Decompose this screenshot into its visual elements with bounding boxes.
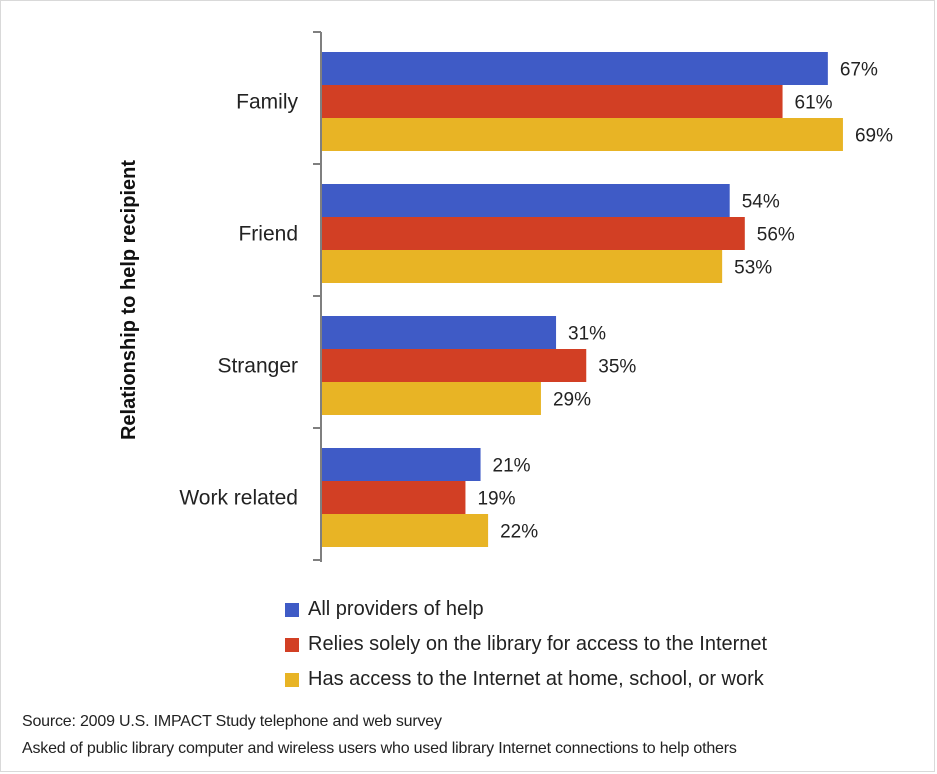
bar bbox=[322, 382, 541, 415]
bar bbox=[322, 448, 481, 481]
data-label: 69% bbox=[855, 126, 893, 147]
data-label: 53% bbox=[734, 258, 772, 279]
bar bbox=[322, 250, 723, 283]
bars bbox=[322, 52, 843, 547]
category-label: Work related bbox=[179, 487, 298, 510]
data-label: 56% bbox=[757, 225, 795, 246]
data-label: 29% bbox=[553, 390, 591, 411]
legend: All providers of help Relies solely on t… bbox=[285, 592, 767, 697]
data-label: 61% bbox=[795, 93, 833, 114]
bar bbox=[322, 184, 730, 217]
data-label: 22% bbox=[500, 522, 538, 543]
legend-label: Relies solely on the library for access … bbox=[308, 633, 768, 655]
bar bbox=[322, 52, 828, 85]
data-label: 35% bbox=[598, 357, 636, 378]
data-label: 21% bbox=[493, 456, 531, 477]
category-label: Friend bbox=[238, 223, 298, 246]
legend-item-home-access: Has access to the Internet at home, scho… bbox=[285, 662, 767, 697]
legend-label: Has access to the Internet at home, scho… bbox=[308, 668, 764, 690]
data-label: 31% bbox=[568, 324, 606, 345]
bar bbox=[322, 85, 783, 118]
bar bbox=[322, 118, 843, 151]
data-label: 67% bbox=[840, 60, 878, 81]
bar bbox=[322, 316, 557, 349]
bar bbox=[322, 217, 745, 250]
legend-item-all-providers: All providers of help bbox=[285, 592, 767, 627]
category-axis bbox=[313, 31, 322, 562]
source-note: Source: 2009 U.S. IMPACT Study telephone… bbox=[22, 713, 442, 730]
bar bbox=[322, 514, 489, 547]
y-axis-label: Relationship to help recipient bbox=[118, 160, 140, 440]
legend-swatch-blue bbox=[285, 602, 299, 617]
legend-swatch-yellow bbox=[285, 672, 299, 687]
data-label: 19% bbox=[477, 489, 515, 510]
category-label: Family bbox=[236, 91, 298, 114]
survey-note: Asked of public library computer and wir… bbox=[22, 740, 737, 757]
category-label: Stranger bbox=[217, 355, 298, 378]
legend-item-library-only: Relies solely on the library for access … bbox=[285, 627, 767, 662]
category-labels: Family Friend Stranger Work related bbox=[179, 91, 298, 510]
bar-chart: Relationship to help recipient 67% 61% 69%… bbox=[118, 31, 893, 562]
data-label: 54% bbox=[742, 192, 780, 213]
data-labels: 67% 61% 69% 54% 56% 53% 31% 35% 29% 21% 19% 22% bbox=[477, 60, 893, 543]
legend-label: All providers of help bbox=[308, 598, 484, 620]
bar bbox=[322, 349, 587, 382]
legend-swatch-red bbox=[285, 637, 299, 652]
bar bbox=[322, 481, 466, 514]
